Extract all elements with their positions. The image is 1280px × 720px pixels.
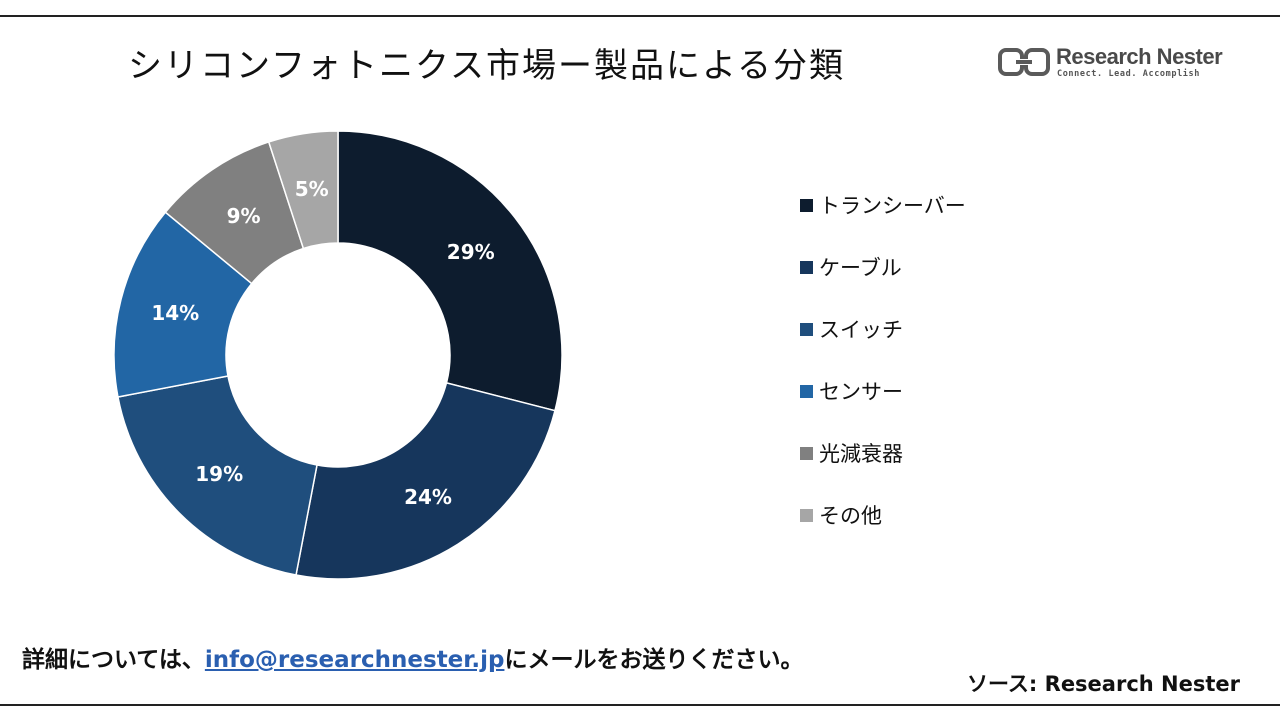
- legend-swatch: [800, 384, 813, 398]
- logo-name: Research Nester: [1056, 44, 1223, 69]
- research-nester-logo: Research Nester Connect. Lead. Accomplis…: [998, 44, 1228, 86]
- legend-label: ケーブル: [819, 256, 902, 280]
- legend-item-3: スイッチ: [800, 314, 903, 344]
- chart-title: シリコンフォトニクス市場ー製品による分類: [128, 46, 845, 86]
- legend-item-5: 光減衰器: [800, 438, 903, 468]
- legend-label: 光減衰器: [819, 442, 903, 466]
- legend-label: スイッチ: [819, 318, 903, 342]
- slice-label-3: 19%: [195, 462, 243, 486]
- contact-note: 詳細については、info@researchnester.jpにメールをお送りくだ…: [22, 640, 803, 674]
- donut-chart: 29% 24% 19% 14% 9% 5%: [113, 130, 563, 580]
- legend-item-4: センサー: [800, 376, 903, 406]
- logo-mark-icon: [998, 48, 1050, 76]
- slice-label-1: 29%: [447, 240, 495, 264]
- logo-tagline: Connect. Lead. Accomplish: [1057, 69, 1200, 79]
- legend-swatch: [800, 508, 813, 522]
- contact-email-link[interactable]: info@researchnester.jp: [204, 647, 505, 673]
- legend-swatch: [800, 322, 813, 336]
- top-rule: [0, 15, 1280, 17]
- donut-slice-2: [295, 381, 556, 580]
- legend-label: その他: [819, 504, 882, 528]
- legend-label: センサー: [819, 380, 903, 404]
- donut-slice-6: [267, 130, 339, 250]
- legend-item-1: トランシーバー: [800, 190, 966, 220]
- legend-swatch: [800, 446, 813, 460]
- legend-label: トランシーバー: [819, 194, 966, 218]
- legend-swatch: [800, 260, 813, 274]
- legend-swatch: [800, 198, 813, 212]
- contact-note-suffix: にメールをお送りください。: [504, 647, 804, 673]
- slice-label-5: 9%: [227, 204, 261, 228]
- donut-slice-1: [337, 130, 563, 412]
- legend-item-6: その他: [800, 500, 882, 530]
- legend-item-2: ケーブル: [800, 252, 902, 282]
- slice-label-4: 14%: [151, 301, 199, 325]
- contact-note-prefix: 詳細については、: [22, 647, 205, 673]
- slice-label-6: 5%: [295, 177, 329, 201]
- source-credit: ソース: Research Nester: [966, 672, 1240, 696]
- slice-label-2: 24%: [404, 485, 452, 509]
- donut-slice-3: [117, 375, 318, 576]
- bottom-rule: [0, 704, 1280, 706]
